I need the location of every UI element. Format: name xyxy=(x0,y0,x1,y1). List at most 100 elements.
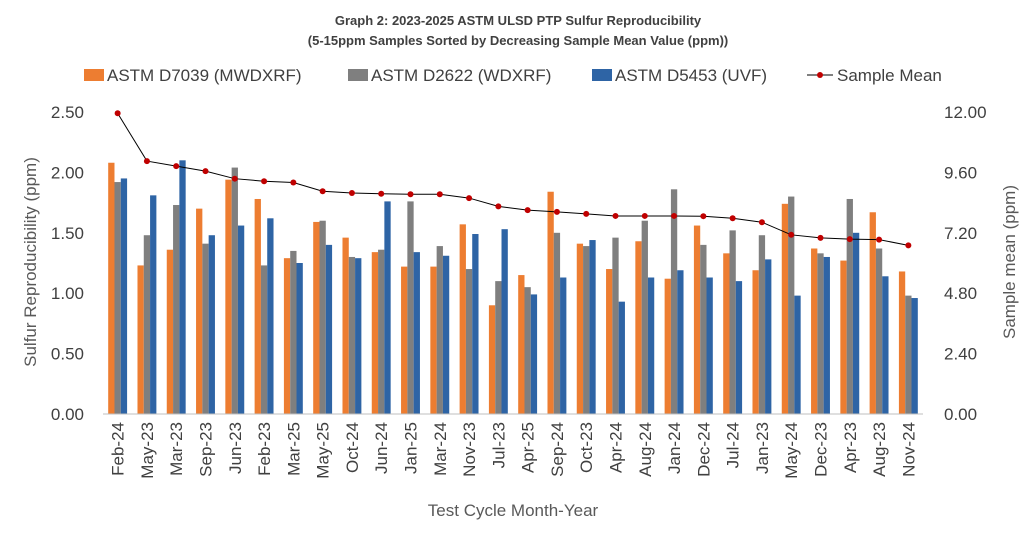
sample-mean-point xyxy=(817,234,824,241)
bar xyxy=(108,162,115,414)
sample-mean-point xyxy=(700,213,707,220)
bar xyxy=(693,225,701,414)
x-tick-label: Mar-23 xyxy=(167,422,186,476)
y-tick-label: 0.00 xyxy=(51,405,84,424)
bar xyxy=(114,182,121,414)
bar xyxy=(150,195,157,414)
y-tick-label: 1.50 xyxy=(51,224,84,243)
x-tick-label: Apr-24 xyxy=(607,422,626,473)
legend-swatch xyxy=(348,69,368,81)
bar xyxy=(179,160,186,414)
sample-mean-point xyxy=(436,191,443,198)
sample-mean-line xyxy=(117,112,909,246)
bar xyxy=(501,229,508,414)
sample-mean-point xyxy=(495,203,502,210)
bar xyxy=(530,294,538,414)
sample-mean-point xyxy=(846,236,853,243)
bar xyxy=(237,225,245,414)
bar xyxy=(436,246,443,414)
x-tick-label: Dec-24 xyxy=(694,422,713,477)
bar xyxy=(196,208,203,414)
bar xyxy=(283,258,291,414)
x-tick-label: Sep-23 xyxy=(197,422,216,477)
sample-mean-point xyxy=(202,168,209,175)
bar xyxy=(413,252,420,414)
y-tick-label: 2.50 xyxy=(51,103,84,122)
bar xyxy=(664,278,671,414)
bar xyxy=(869,212,876,414)
bar xyxy=(752,270,759,414)
x-tick-label: Apr-23 xyxy=(841,422,860,473)
bar xyxy=(788,196,795,414)
y2-tick-label: 0.00 xyxy=(944,405,977,424)
bar xyxy=(225,179,232,414)
bar xyxy=(618,301,625,414)
bar xyxy=(313,221,320,414)
bar xyxy=(495,281,502,414)
bar xyxy=(677,270,684,414)
x-tick-label: Jan-25 xyxy=(402,422,421,474)
bar xyxy=(852,232,860,414)
bar xyxy=(905,295,912,414)
bar xyxy=(231,167,238,414)
y-tick-label: 2.00 xyxy=(51,163,84,182)
bar xyxy=(823,256,830,414)
sample-mean-point xyxy=(319,188,326,195)
bar xyxy=(342,237,349,414)
sample-mean-point xyxy=(407,191,414,198)
y-axis-label: Sulfur Reproducibility (ppm) xyxy=(21,157,40,367)
sample-mean-point xyxy=(788,231,795,238)
sample-mean-point xyxy=(114,110,121,117)
chart-title: Graph 2: 2023-2025 ASTM ULSD PTP Sulfur … xyxy=(335,13,702,28)
sample-mean-point xyxy=(173,163,180,170)
y2-tick-label: 4.80 xyxy=(944,284,977,303)
y2-tick-label: 7.20 xyxy=(944,224,977,243)
sample-mean-point xyxy=(729,215,736,222)
x-tick-label: May-23 xyxy=(138,422,157,479)
bar xyxy=(911,298,918,414)
x-tick-label: Dec-23 xyxy=(812,422,831,477)
bar xyxy=(606,269,613,414)
bar xyxy=(371,252,379,414)
x-tick-label: Jul-23 xyxy=(489,422,508,468)
legend-label: Sample Mean xyxy=(837,66,942,85)
x-tick-label: Jan-23 xyxy=(753,422,772,474)
sample-mean-point xyxy=(261,178,268,185)
sample-mean-point xyxy=(290,179,297,186)
x-tick-label: Feb-23 xyxy=(255,422,274,476)
x-tick-label: Feb-24 xyxy=(109,422,128,476)
sample-mean-point xyxy=(583,210,590,217)
bar xyxy=(173,205,180,414)
bar xyxy=(524,287,531,414)
y2-tick-label: 9.60 xyxy=(944,163,977,182)
x-tick-label: Mar-25 xyxy=(284,422,303,476)
bar xyxy=(898,271,906,414)
bar xyxy=(254,198,261,414)
sample-mean-point xyxy=(378,190,385,197)
legend: ASTM D7039 (MWDXRF) ASTM D2622 (WDXRF) AST… xyxy=(84,66,942,85)
chart-subtitle: (5-15ppm Samples Sorted by Decreasing Sa… xyxy=(308,33,728,48)
y2-tick-label: 2.40 xyxy=(944,345,977,364)
bar xyxy=(875,248,883,414)
bar xyxy=(547,191,554,414)
bar xyxy=(260,265,268,414)
x-tick-label: Jun-23 xyxy=(226,422,245,474)
x-tick-label: May-25 xyxy=(314,422,333,479)
bar xyxy=(296,263,303,414)
sample-mean-point xyxy=(231,175,238,182)
plot-area: 0.00 0.50 1.00 1.50 2.00 2.50 0.00 2.40 4.80 7.20… xyxy=(51,103,987,479)
legend-label: ASTM D7039 (MWDXRF) xyxy=(107,66,302,85)
bar xyxy=(208,235,215,414)
sample-mean-point xyxy=(671,212,678,219)
bar xyxy=(290,250,297,414)
bar xyxy=(641,220,648,414)
bar xyxy=(202,243,209,414)
bar xyxy=(882,276,889,414)
sample-mean-point xyxy=(612,212,619,219)
bar xyxy=(488,305,496,414)
bar xyxy=(430,266,437,414)
bar xyxy=(348,256,356,414)
bar xyxy=(465,269,473,414)
x-tick-label: Jan-24 xyxy=(665,422,684,474)
